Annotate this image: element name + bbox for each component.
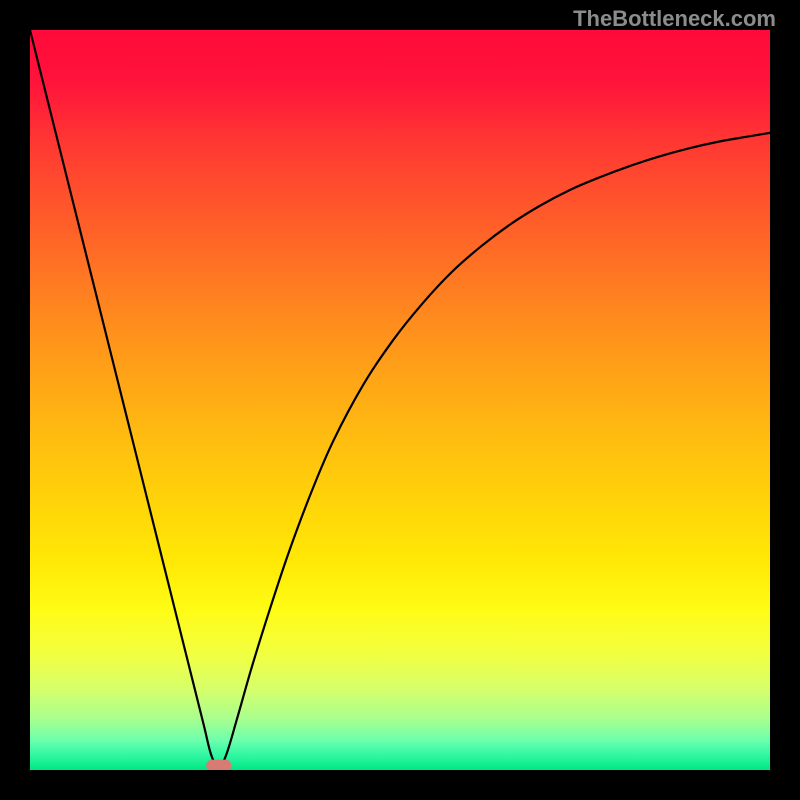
watermark-text: TheBottleneck.com [573, 6, 776, 32]
chart-background [30, 30, 770, 770]
chart-frame: TheBottleneck.com [0, 0, 800, 800]
plot-area [30, 30, 770, 770]
minimum-marker [206, 760, 231, 770]
chart-svg [30, 30, 770, 770]
